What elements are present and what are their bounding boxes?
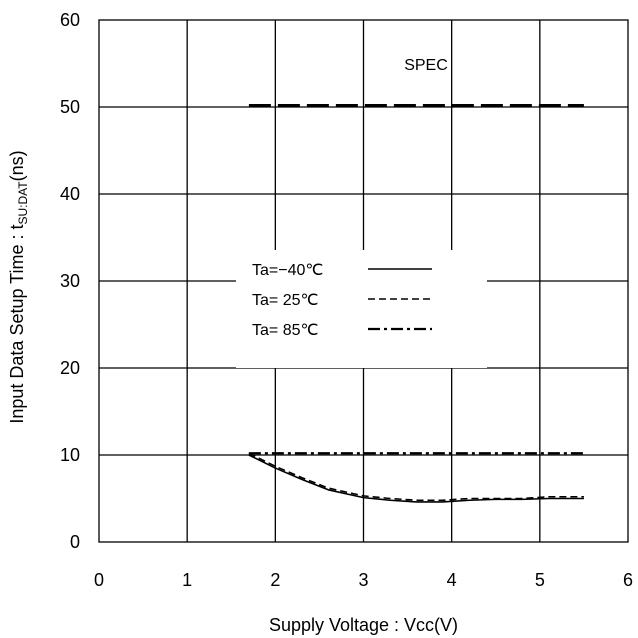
spec-label: SPEC	[404, 57, 448, 74]
y-tick-label: 20	[60, 358, 80, 378]
y-tick-label: 10	[60, 445, 80, 465]
y-axis-title-unit: (ns)	[7, 150, 27, 181]
y-tick-label: 40	[60, 184, 80, 204]
y-tick-label: 0	[70, 532, 80, 552]
y-axis-title: Input Data Setup Time : tSU:DAT(ns)	[7, 150, 30, 423]
plot-frame	[98, 19, 629, 543]
x-tick-label: 4	[447, 570, 457, 590]
y-tick-label: 30	[60, 271, 80, 291]
y-axis-title-sub: SU:DAT	[16, 181, 30, 225]
x-tick-label: 2	[270, 570, 280, 590]
x-tick-label: 1	[182, 570, 192, 590]
x-tick-label: 0	[94, 570, 104, 590]
series-line	[248, 452, 584, 502]
y-tick-label: 60	[60, 10, 80, 30]
y-tick-label: 50	[60, 97, 80, 117]
x-tick-label: 5	[535, 570, 545, 590]
legend-box	[236, 250, 487, 368]
series-line	[248, 454, 584, 503]
legend-label: Ta=−40℃	[252, 262, 323, 279]
x-axis-title: Supply Voltage : Vcc(V)	[269, 615, 458, 635]
x-tick-label: 6	[623, 570, 633, 590]
legend-label: Ta= 25℃	[252, 292, 318, 309]
x-tick-label: 3	[358, 570, 368, 590]
y-axis-title-main: Input Data Setup Time : t	[7, 225, 27, 424]
legend-label: Ta= 85℃	[252, 322, 318, 339]
